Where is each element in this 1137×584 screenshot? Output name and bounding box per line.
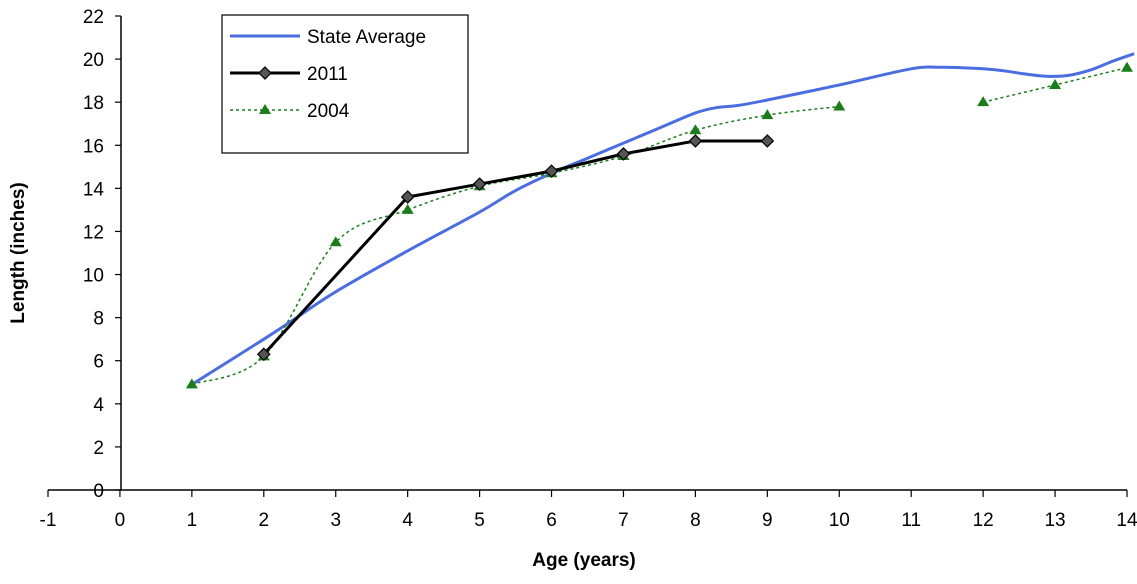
point-2004 [689,124,701,134]
y-tick-label: 4 [93,395,104,416]
x-tick-label: 10 [829,510,850,531]
x-tick-label: 5 [474,510,485,531]
y-tick-label: 18 [83,93,104,114]
x-tick-label: 4 [402,510,413,531]
x-tick-label: 12 [973,510,994,531]
point-2004 [402,204,414,214]
y-tick-label: 12 [83,222,104,243]
x-tick-label: -1 [40,510,57,531]
x-tick-label: 7 [618,510,629,531]
y-tick-label: 20 [83,50,104,71]
y-tick-label: 0 [93,481,104,502]
point-2004 [833,100,845,110]
legend-label-2011: 2011 [307,64,348,85]
x-axis-title: Age (years) [532,550,636,571]
y-tick-label: 2 [93,438,104,459]
y-tick-label: 22 [83,7,104,28]
point-2011 [689,135,701,147]
y-tick-label: 14 [83,179,105,200]
point-2004 [761,109,773,119]
point-2004 [330,236,342,246]
point-2011 [761,135,773,147]
x-tick-label: 2 [259,510,270,531]
point-2004 [977,96,989,106]
x-tick-label: 6 [546,510,557,531]
x-tick-label: 8 [690,510,701,531]
y-tick-label: 16 [83,136,104,157]
legend-label-state-average: State Average [307,27,426,48]
x-tick-label: 0 [115,510,126,531]
y-tick-label: 10 [83,266,104,287]
series-line-2011 [264,141,768,354]
x-tick-label: 3 [330,510,341,531]
x-tick-label: 1 [187,510,198,531]
y-tick-label: 6 [93,352,104,373]
y-ticks: 0 2 4 6 8 10 12 14 16 18 20 22 [83,7,121,502]
y-tick-label: 8 [93,309,104,330]
point-2004 [1121,62,1133,72]
y-axis-title: Length (inches) [8,182,29,323]
x-tick-label: 14 [1116,510,1137,531]
x-ticks: -1 0 1 2 3 4 5 6 7 8 9 10 11 12 13 14 [40,490,1137,531]
x-tick-label: 11 [901,510,921,531]
x-tick-label: 9 [762,510,773,531]
legend-label-2004: 2004 [307,101,350,122]
legend: State Average 2011 2004 [222,15,468,153]
x-tick-label: 13 [1044,510,1065,531]
